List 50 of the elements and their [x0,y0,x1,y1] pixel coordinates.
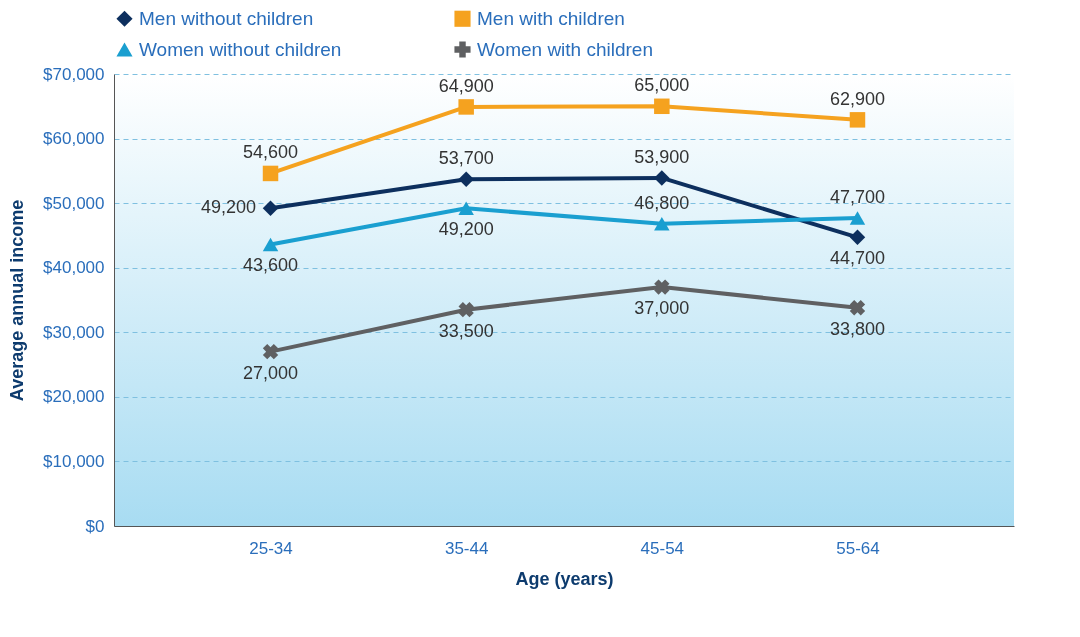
data-label: 64,900 [438,75,494,96]
data-label: 47,700 [829,186,886,207]
point [849,211,866,225]
y-tick-label: $30,000 [43,322,105,342]
x-tick-label: 35-44 [444,538,489,558]
x-tick-label: 25-34 [249,538,293,558]
data-label: 49,200 [200,197,257,218]
point [654,217,670,231]
data-label: 37,000 [634,298,690,319]
data-label: 65,000 [634,75,690,96]
point [654,279,670,295]
data-label: 43,600 [242,255,299,276]
y-tick-label: $70,000 [43,64,105,84]
x-axis-title: Age (years) [515,568,614,589]
point [262,343,279,360]
data-label: 44,700 [829,248,886,269]
legend-label: Men with children [477,7,625,29]
point [262,165,279,182]
point [458,302,474,318]
point [849,229,866,246]
legend-label: Men without children [139,7,314,29]
point [654,170,670,186]
data-label: 33,500 [438,320,494,341]
data-label: 33,800 [829,318,886,339]
y-tick-label: $60,000 [43,129,105,149]
data-label: 54,600 [242,142,299,163]
y-tick-label: $20,000 [43,387,105,407]
point [262,200,279,217]
point [458,201,474,216]
point [458,171,474,187]
data-label: 62,900 [829,88,886,109]
x-tick-label: 55-64 [836,538,880,558]
point [458,99,474,115]
data-label: 53,700 [438,148,494,169]
data-label: 49,200 [438,219,494,240]
data-label: 46,800 [634,192,690,213]
point [849,300,866,316]
y-tick-label: $0 [85,516,105,536]
point [849,112,866,128]
legend-label: Women without children [139,38,342,60]
y-tick-label: $50,000 [43,193,105,213]
point [654,98,670,115]
point [262,237,279,252]
x-tick-label: 45-54 [640,538,685,558]
data-label: 27,000 [242,362,299,383]
y-tick-label: $10,000 [43,451,105,471]
legend-label: Women with children [477,38,654,60]
data-label: 53,900 [634,146,690,167]
y-axis-title: Average annual income [7,199,28,402]
y-tick-label: $40,000 [43,258,105,278]
